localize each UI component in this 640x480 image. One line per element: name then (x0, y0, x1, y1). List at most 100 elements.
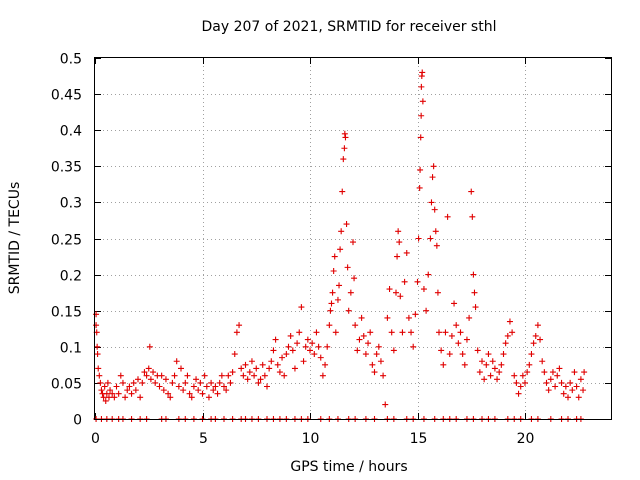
x-tick-label: 0 (91, 431, 100, 447)
data-point (502, 340, 509, 347)
data-point (225, 372, 232, 379)
data-point (344, 264, 351, 271)
data-point (418, 83, 425, 90)
data-point (419, 69, 426, 76)
data-point (236, 322, 243, 329)
data-point (158, 372, 165, 379)
data-point (137, 394, 144, 401)
data-point (350, 239, 356, 246)
y-tick-label: 0.2 (60, 269, 82, 285)
data-point (95, 365, 102, 372)
data-point (337, 246, 344, 253)
data-point (517, 383, 524, 390)
data-point (296, 329, 303, 336)
data-point (238, 365, 245, 372)
data-point (283, 351, 290, 358)
data-point (453, 322, 460, 329)
data-point (94, 351, 101, 358)
y-tick-label: 0 (73, 413, 82, 429)
axis-ticks (95, 58, 611, 420)
data-point (165, 390, 172, 397)
data-point (365, 340, 372, 347)
data-point (93, 322, 100, 329)
data-point (205, 394, 212, 401)
data-point (347, 289, 354, 296)
data-point (428, 199, 435, 206)
data-point (491, 365, 498, 372)
data-point (367, 329, 374, 336)
data-point (251, 372, 258, 379)
data-point (197, 379, 204, 386)
data-point (481, 376, 488, 383)
data-point (436, 329, 442, 336)
data-point (577, 376, 584, 383)
data-point (405, 314, 412, 321)
data-point (472, 304, 479, 311)
data-point (341, 145, 348, 152)
y-tick-label: 0.35 (51, 160, 82, 176)
data-point (351, 275, 358, 282)
data-point (227, 379, 234, 386)
data-point (539, 358, 546, 365)
data-point (208, 379, 215, 386)
data-point (562, 383, 569, 390)
data-point (94, 343, 101, 350)
data-point (433, 242, 440, 249)
data-point (345, 307, 352, 314)
data-point (545, 387, 552, 394)
data-point (307, 347, 313, 354)
data-point (266, 365, 273, 372)
data-point (396, 239, 403, 246)
data-point (394, 253, 401, 260)
data-point (461, 361, 468, 368)
data-point (146, 343, 153, 350)
data-point (253, 365, 260, 372)
data-point (397, 293, 404, 300)
data-point (532, 332, 539, 339)
data-point (93, 311, 100, 318)
data-point (329, 289, 336, 296)
data-point (526, 361, 533, 368)
data-point (417, 134, 424, 141)
data-point (340, 156, 347, 163)
data-point (298, 304, 305, 311)
data-point (315, 343, 322, 350)
data-point (309, 340, 316, 347)
data-point (186, 390, 193, 397)
data-point (152, 379, 159, 386)
data-point (556, 365, 563, 372)
data-point (547, 376, 554, 383)
data-point (317, 354, 324, 361)
data-point (330, 267, 337, 274)
data-point (128, 390, 135, 397)
data-point (549, 369, 556, 376)
data-point (511, 372, 518, 379)
data-point (498, 361, 505, 368)
data-point (178, 365, 184, 372)
data-point (483, 361, 490, 368)
data-point (193, 376, 200, 383)
data-point (261, 372, 268, 379)
data-point (122, 394, 129, 401)
data-point (530, 340, 537, 347)
data-point (130, 379, 137, 386)
data-point (231, 351, 238, 358)
data-point (485, 351, 492, 358)
data-point (248, 358, 255, 365)
y-tick-label: 0.05 (51, 377, 82, 393)
data-point (466, 314, 473, 321)
data-point (515, 390, 522, 397)
data-point (182, 379, 189, 386)
data-point (534, 322, 541, 329)
data-point (380, 372, 387, 379)
data-point (199, 390, 206, 397)
x-tick-label: 5 (199, 431, 208, 447)
data-point (581, 369, 588, 376)
data-point (274, 361, 281, 368)
data-point (167, 394, 174, 401)
data-point (423, 307, 430, 314)
data-point (500, 351, 507, 358)
data-point (101, 383, 108, 390)
data-point (270, 347, 277, 354)
